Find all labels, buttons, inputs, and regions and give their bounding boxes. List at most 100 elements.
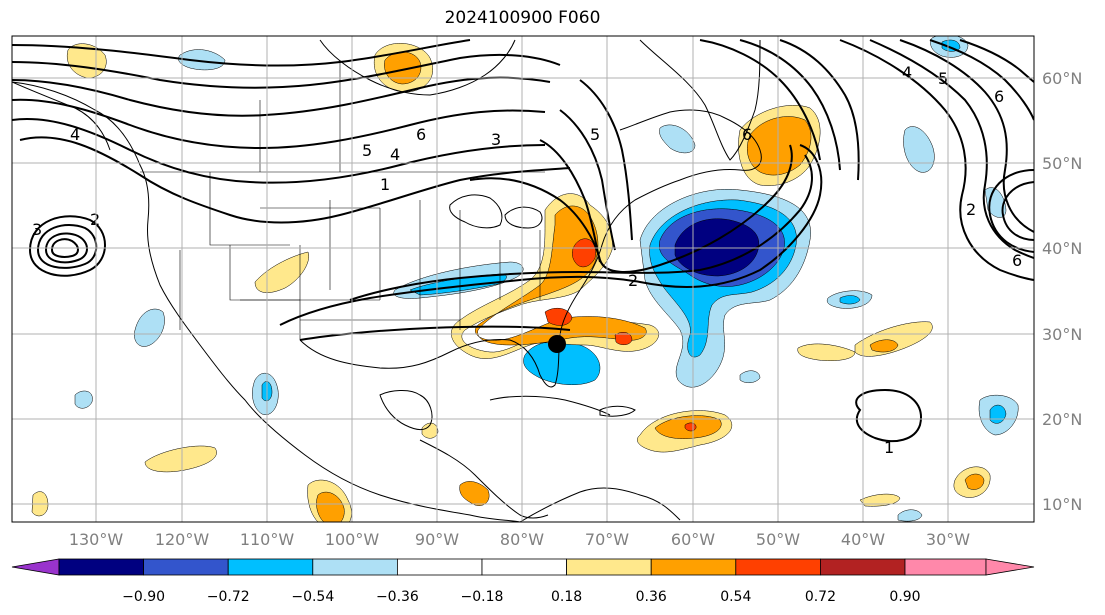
negative-labrador-small (659, 124, 696, 154)
borders (140, 60, 545, 340)
hispaniola (599, 405, 636, 417)
contour-trough-3 (469, 144, 793, 273)
negative-east-50 (903, 126, 935, 173)
lon-label: 110°W (240, 530, 295, 549)
lon-label: 60°W (671, 530, 715, 549)
negative-east-sm-2 (897, 509, 923, 522)
lat-label: 50°N (1042, 154, 1082, 173)
colorbar-segment (143, 558, 229, 576)
colorbar-segment (227, 558, 314, 576)
contour-2-west (12, 118, 546, 184)
colorbar-segment (904, 558, 987, 576)
positive-atl-core (614, 332, 633, 345)
storm-center-marker (548, 335, 566, 353)
colorbar-labels: −0.90 −0.72 −0.54 −0.36 −0.18 0.18 0.36 … (122, 589, 920, 605)
contour-east-1 (839, 39, 1034, 281)
contour-1-subtrop (855, 388, 922, 443)
negative-pacific-1 (134, 308, 165, 347)
contour-label: 4 (902, 63, 912, 82)
figure-title: 2024100900 F060 (444, 8, 601, 28)
lat-label: 60°N (1042, 69, 1082, 88)
colorbar-tick-label: −0.18 (461, 589, 504, 605)
north-america-west-coast (12, 81, 521, 522)
lon-label: 80°W (500, 530, 544, 549)
positive-ne-atl-1 (797, 343, 856, 361)
colorbar-extend-high (985, 558, 1035, 576)
negative-caribbean-small (739, 370, 761, 383)
contour-3-west (12, 98, 546, 150)
positive-east-bottom (859, 493, 901, 507)
colorbar-segment (735, 558, 821, 576)
lat-label: 40°N (1042, 239, 1082, 258)
south-america (519, 487, 681, 522)
contour-4-west (12, 76, 551, 117)
contour-label: 2 (966, 200, 976, 219)
lon-label: 50°W (756, 530, 800, 549)
contour-label: 5 (362, 141, 372, 160)
colorbar-segment (312, 558, 398, 576)
contour-label: 4 (390, 145, 400, 164)
negative-north-edge-inner (941, 39, 961, 52)
colorbar-segment (650, 558, 737, 576)
contour-trough-6 (579, 79, 633, 241)
lon-label: 40°W (841, 530, 885, 549)
contour-trough-4 (539, 139, 601, 263)
contour-label: 5 (590, 125, 600, 144)
positive-central-am (459, 481, 490, 506)
colorbar-tick-label: −0.72 (207, 589, 250, 605)
contour-pacific-low-3 (44, 232, 88, 264)
colorbar-segment (566, 558, 652, 576)
negative-pacific-2 (74, 390, 93, 409)
lon-label: 130°W (69, 530, 124, 549)
longitude-labels: 130°W 120°W 110°W 100°W 90°W 80°W 70°W 6… (69, 530, 970, 549)
contour-east-5 (959, 39, 1034, 83)
great-lakes (449, 194, 503, 229)
contour-east-4 (929, 39, 1034, 121)
contour-label: 6 (994, 87, 1004, 106)
contour-label: 2 (90, 210, 100, 229)
colorbar-tick-label: −0.54 (291, 589, 334, 605)
colorbar (11, 558, 1035, 576)
colorbar-tick-label: −0.90 (122, 589, 165, 605)
colorbar-extend-low (11, 558, 60, 576)
contour-atl-ridge-2 (739, 39, 841, 171)
positive-pacific-s-inner (316, 491, 345, 522)
positive-se-core (544, 307, 573, 326)
contour-east-low-2 (1001, 181, 1034, 241)
lat-label: 20°N (1042, 410, 1082, 429)
contour-pacific-low-1 (28, 215, 106, 277)
contour-east-low (988, 169, 1034, 253)
contour-pacific-low-4 (50, 238, 79, 258)
negative-anomaly-core (674, 218, 760, 277)
contour-atl-ridge-3 (779, 39, 860, 181)
contour-6-west (12, 39, 471, 67)
contour-label: 1 (884, 438, 894, 457)
colorbar-segment (481, 558, 567, 576)
positive-ne-atl-2-inner (869, 339, 899, 353)
contour-label: 3 (32, 220, 42, 239)
contour-east-3 (899, 39, 1034, 233)
hudson-bay (319, 39, 516, 96)
colorbar-tick-label: 0.36 (636, 589, 667, 605)
central-america (419, 439, 549, 519)
contour-trough-1 (279, 144, 823, 326)
lon-label: 90°W (415, 530, 459, 549)
map-frame (11, 35, 1035, 523)
cuba (489, 395, 611, 416)
colorbar-tick-label: −0.36 (376, 589, 419, 605)
positive-caribbean-core (684, 422, 697, 432)
lon-label: 30°W (926, 530, 970, 549)
contour-atl-ridge-1 (699, 39, 821, 161)
positive-ne-us-core (572, 238, 596, 268)
lat-label: 30°N (1042, 325, 1082, 344)
colorbar-segment (820, 558, 906, 576)
colorbar-tick-label: 0.54 (720, 589, 751, 605)
contour-label: 2 (628, 271, 638, 290)
graticule (12, 36, 1034, 522)
lon-label: 100°W (325, 530, 380, 549)
coastlines (12, 39, 762, 522)
positive-east-sm-inner (964, 473, 985, 490)
negative-north-atl-inner (839, 295, 861, 305)
contour-label: 3 (491, 130, 501, 149)
